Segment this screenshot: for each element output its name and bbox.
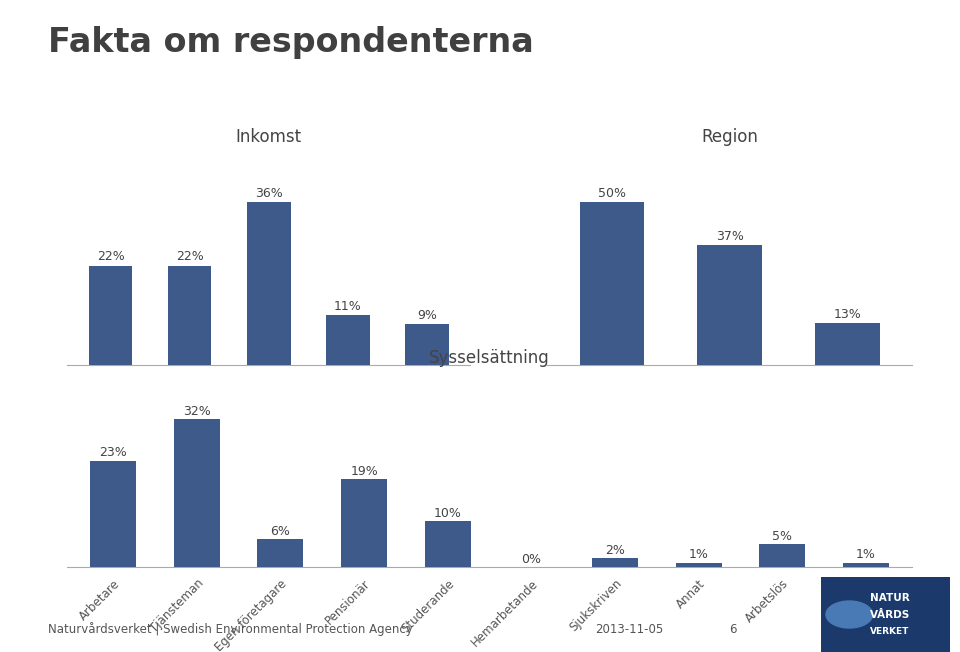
Bar bbox=[174, 419, 220, 567]
Bar bbox=[89, 265, 132, 365]
Text: 32%: 32% bbox=[183, 405, 211, 418]
Text: Fakta om respondenterna: Fakta om respondenterna bbox=[48, 26, 534, 59]
Bar bbox=[90, 461, 136, 567]
Bar bbox=[676, 563, 722, 567]
Title: Region: Region bbox=[701, 128, 758, 145]
Text: 0%: 0% bbox=[521, 553, 541, 566]
Bar bbox=[405, 324, 448, 365]
Text: 1%: 1% bbox=[856, 548, 876, 561]
Bar bbox=[424, 521, 470, 567]
Text: 1%: 1% bbox=[688, 548, 708, 561]
Bar bbox=[341, 479, 387, 567]
Bar bbox=[326, 316, 370, 365]
Text: 37%: 37% bbox=[715, 230, 744, 243]
Text: 50%: 50% bbox=[598, 188, 626, 201]
Text: 5%: 5% bbox=[773, 529, 792, 542]
Text: 2013-11-05: 2013-11-05 bbox=[595, 623, 663, 636]
Bar bbox=[759, 544, 805, 567]
Bar bbox=[592, 558, 638, 567]
Text: VERKET: VERKET bbox=[870, 627, 909, 636]
Bar bbox=[257, 539, 303, 567]
Text: VÅRDS: VÅRDS bbox=[870, 610, 910, 619]
Text: 36%: 36% bbox=[255, 187, 282, 200]
Text: 2%: 2% bbox=[605, 544, 625, 557]
Text: 23%: 23% bbox=[99, 447, 127, 460]
Bar bbox=[168, 265, 211, 365]
Bar bbox=[815, 323, 879, 365]
Title: Sysselsättning: Sysselsättning bbox=[429, 349, 550, 367]
Text: 22%: 22% bbox=[97, 250, 125, 263]
Text: 10%: 10% bbox=[434, 507, 462, 520]
Text: 6: 6 bbox=[730, 623, 737, 636]
Text: 13%: 13% bbox=[833, 308, 861, 321]
Text: 19%: 19% bbox=[350, 465, 378, 478]
Text: 11%: 11% bbox=[334, 300, 362, 313]
Circle shape bbox=[826, 601, 873, 628]
Bar bbox=[247, 202, 291, 365]
Text: NATUR: NATUR bbox=[870, 593, 910, 603]
Bar bbox=[843, 563, 889, 567]
Title: Inkomst: Inkomst bbox=[236, 128, 301, 145]
Text: 6%: 6% bbox=[271, 525, 291, 538]
Text: 22%: 22% bbox=[176, 250, 204, 263]
Text: 9%: 9% bbox=[417, 309, 437, 322]
Bar bbox=[697, 244, 762, 365]
Bar bbox=[580, 202, 644, 365]
Text: Naturvårdsverket | Swedish Environmental Protection Agency: Naturvårdsverket | Swedish Environmental… bbox=[48, 622, 413, 636]
